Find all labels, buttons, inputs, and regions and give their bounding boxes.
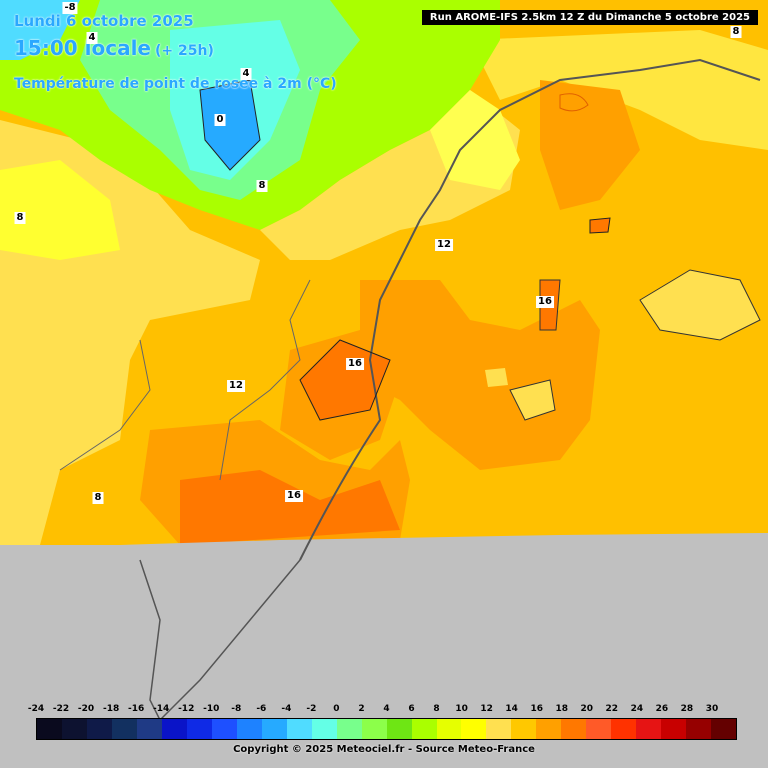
contour-label: 0: [214, 114, 226, 126]
contour-label: 16: [285, 490, 303, 502]
color-legend: -24 -22 -20 -18 -16 -14 -12 -10 -8 -6 -4 -2 0 2 4 6 8 10 1…: [28, 704, 737, 740]
legend-tick-label: -14: [153, 704, 170, 714]
legend-swatch: [386, 719, 412, 739]
legend-swatch: [636, 719, 662, 739]
legend-swatch: [436, 719, 462, 739]
contour-label: 4: [86, 32, 98, 44]
legend-tick-label: -22: [52, 704, 70, 714]
legend-tick-label: -24: [27, 704, 45, 714]
legend-swatch: [86, 719, 112, 739]
contour-label: 8: [730, 26, 742, 38]
legend-tick-label: 30: [705, 704, 719, 714]
contour-label: -8: [62, 2, 78, 14]
variable-name: Température de point de rosée à 2m (°C): [14, 76, 337, 92]
legend-swatch: [411, 719, 437, 739]
legend-tick-label: -4: [281, 704, 292, 714]
contour-label: 16: [536, 296, 554, 308]
contour-label: 12: [227, 380, 245, 392]
forecast-time: 15:00 locale (+ 25h): [14, 36, 214, 60]
run-info-box: Run AROME-IFS 2.5km 12 Z du Dimanche 5 o…: [421, 10, 758, 25]
contour-label: 16: [346, 358, 364, 370]
legend-tick-label: -6: [256, 704, 267, 714]
legend-tick-label: -12: [178, 704, 195, 714]
legend-swatch: [161, 719, 187, 739]
legend-swatch: [211, 719, 237, 739]
copyright-text: Copyright © 2025 Meteociel.fr - Source M…: [233, 744, 535, 755]
legend-tick-label: 28: [680, 704, 694, 714]
legend-tick-label: -8: [231, 704, 242, 714]
contour-label: 8: [256, 180, 268, 192]
legend-swatch: [186, 719, 212, 739]
legend-swatch: [536, 719, 562, 739]
legend-tick-label: 2: [358, 704, 365, 714]
legend-swatch: [336, 719, 362, 739]
legend-swatch: [37, 719, 62, 739]
contour-label: 4: [240, 68, 252, 80]
legend-swatch: [361, 719, 387, 739]
contour-label: 12: [435, 239, 453, 251]
legend-swatch: [261, 719, 287, 739]
legend-swatch: [461, 719, 487, 739]
legend-tick-label: 24: [630, 704, 644, 714]
legend-swatch: [611, 719, 637, 739]
legend-ticks: -24 -22 -20 -18 -16 -14 -12 -10 -8 -6 -4 -2 0 2 4 6 8 10 1…: [28, 704, 737, 718]
forecast-date: Lundi 6 octobre 2025: [14, 12, 194, 30]
legend-tick-label: -20: [77, 704, 95, 714]
legend-tick-label: 6: [408, 704, 415, 714]
legend-tick-label: -18: [102, 704, 120, 714]
legend-tick-label: 16: [530, 704, 543, 714]
legend-tick-label: 18: [555, 704, 569, 714]
legend-swatch: [111, 719, 137, 739]
legend-swatch: [286, 719, 312, 739]
legend-swatch: [486, 719, 512, 739]
legend-tick-label: 26: [655, 704, 669, 714]
legend-color-bar: [36, 718, 737, 740]
contour-label: 8: [14, 212, 26, 224]
legend-swatch: [561, 719, 587, 739]
legend-swatch: [511, 719, 537, 739]
contour-label: 8: [92, 492, 104, 504]
legend-tick-label: -2: [306, 704, 317, 714]
legend-tick-label: 10: [455, 704, 468, 714]
legend-tick-label: 20: [580, 704, 594, 714]
legend-tick-label: 4: [383, 704, 390, 714]
legend-tick-label: -10: [203, 704, 220, 714]
legend-swatch: [136, 719, 162, 739]
legend-tick-label: 0: [333, 704, 340, 714]
legend-swatch: [711, 719, 737, 739]
forecast-time-value: 15:00 locale: [14, 36, 151, 60]
legend-swatch: [236, 719, 262, 739]
legend-tick-label: 8: [433, 704, 440, 714]
legend-swatch: [686, 719, 712, 739]
legend-swatch: [586, 719, 612, 739]
legend-swatch: [311, 719, 337, 739]
legend-tick-label: 22: [605, 704, 619, 714]
legend-swatch: [61, 719, 87, 739]
legend-tick-label: 12: [480, 704, 493, 714]
legend-tick-label: -16: [128, 704, 145, 714]
legend-tick-label: 14: [505, 704, 518, 714]
forecast-lead-time: (+ 25h): [155, 43, 214, 59]
legend-swatch: [661, 719, 687, 739]
